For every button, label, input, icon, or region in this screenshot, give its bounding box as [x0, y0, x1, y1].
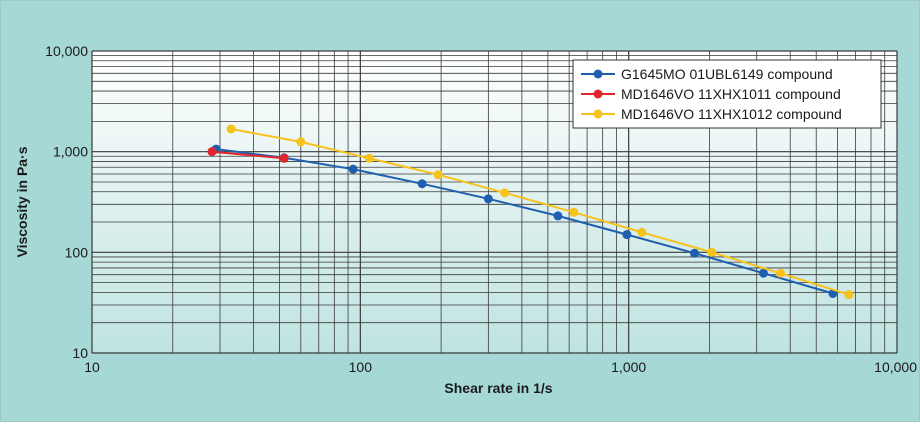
series-2	[207, 147, 289, 163]
y-axis-title: Viscosity in Pa·s	[14, 146, 30, 257]
legend-swatch-marker	[593, 69, 603, 79]
legend-box	[572, 59, 882, 129]
x-tick-label: 10,000	[874, 359, 917, 375]
series-line	[230, 128, 850, 296]
data-point	[690, 248, 700, 258]
data-point	[569, 207, 579, 217]
data-point	[707, 247, 717, 257]
legend: G1645MO 01UBL6149 compound MD1646VO 11XHX…	[572, 59, 882, 129]
y-tick-label: 1,000	[53, 144, 88, 160]
data-point	[296, 137, 306, 147]
data-point	[348, 164, 358, 174]
data-point	[776, 268, 786, 278]
data-point	[637, 227, 647, 237]
legend-label: G1645MO 01UBL6149 compound	[621, 66, 833, 82]
x-tick-label: 100	[349, 359, 373, 375]
data-point	[433, 170, 443, 180]
series-layer	[207, 124, 854, 300]
tick-labels: 10 100 1,000 10,000 10 100 1,000 10,000	[45, 43, 917, 375]
data-point	[622, 230, 632, 240]
legend-label: MD1646VO 11XHX1011 compound	[621, 86, 841, 102]
data-point	[500, 188, 510, 198]
y-tick-label: 10	[72, 345, 88, 361]
y-tick-label: 10,000	[45, 43, 88, 59]
data-point	[279, 153, 289, 163]
data-point	[844, 290, 854, 300]
data-point	[364, 153, 374, 163]
data-point	[758, 268, 768, 278]
legend-swatch-marker	[593, 109, 603, 119]
data-point	[226, 124, 236, 134]
chart: 10 100 1,000 10,000 10 100 1,000 10,000 Shear r…	[14, 43, 917, 396]
y-tick-label: 100	[65, 244, 89, 260]
legend-swatch-marker	[593, 89, 603, 99]
data-point	[417, 179, 427, 189]
x-tick-label: 10	[84, 359, 100, 375]
series-line	[215, 148, 834, 295]
series-3	[226, 124, 854, 300]
x-axis-title: Shear rate in 1/s	[444, 380, 552, 396]
legend-label: MD1646VO 11XHX1012 compound	[621, 106, 842, 122]
data-point	[553, 211, 563, 221]
x-tick-label: 1,000	[611, 359, 646, 375]
data-point	[207, 147, 217, 157]
data-point	[483, 194, 493, 204]
series-line	[211, 150, 285, 160]
